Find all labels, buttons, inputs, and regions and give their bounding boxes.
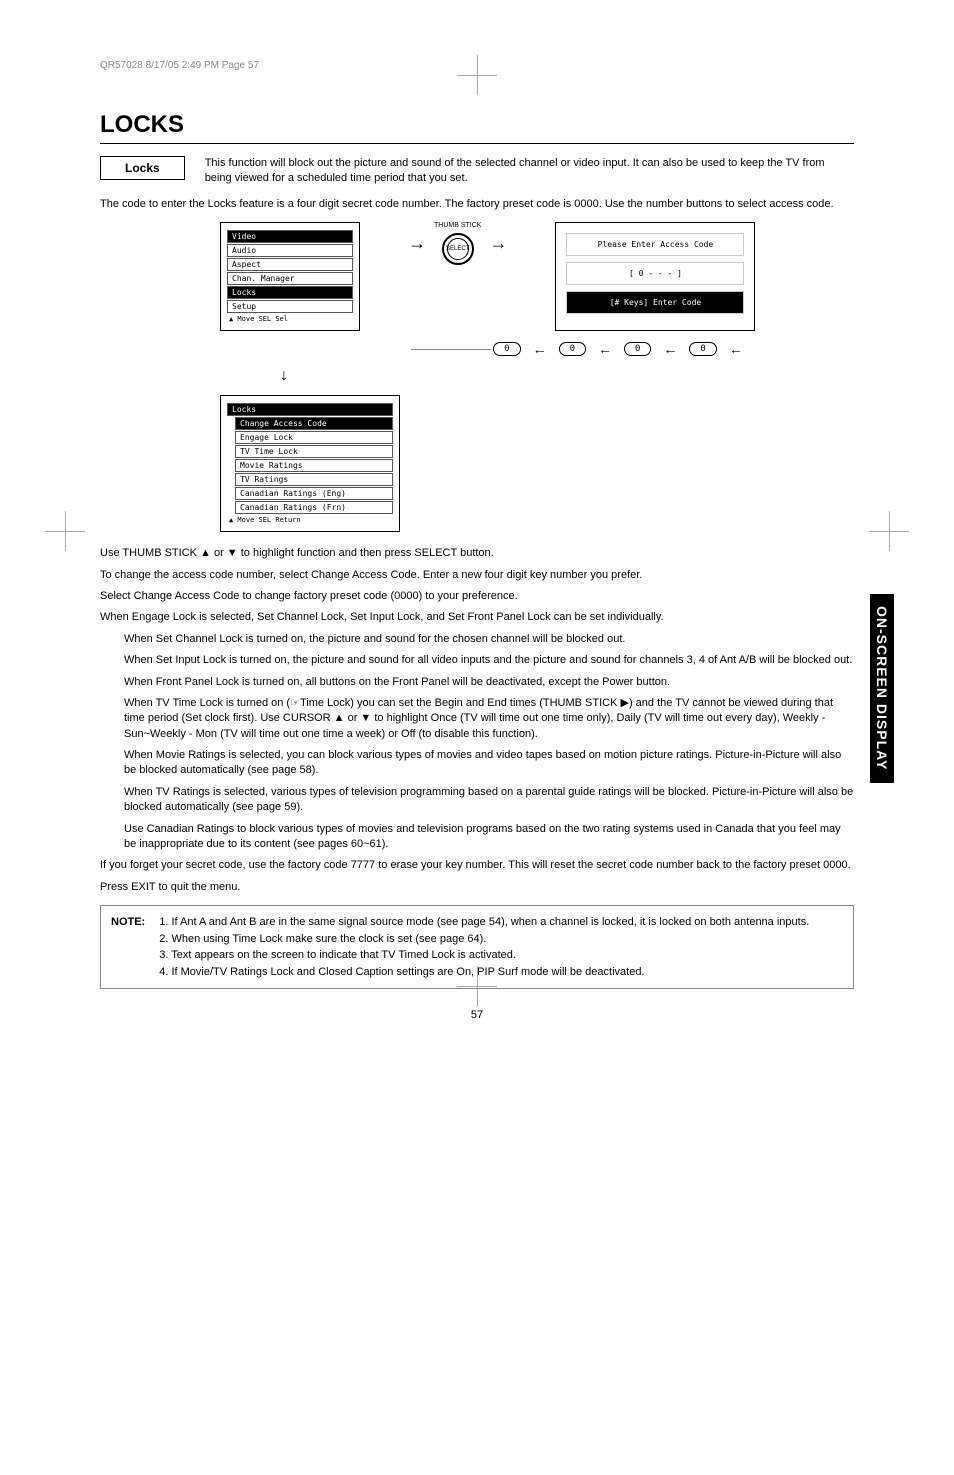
page-number: 57: [100, 1009, 854, 1021]
body-paragraph: When Front Panel Lock is turned on, all …: [124, 675, 854, 690]
body-paragraph: To change the access code number, select…: [100, 568, 854, 583]
main-menu-box: VideoAudioAspectChan. ManagerLocksSetup▲…: [220, 222, 360, 331]
arrow-right-icon: →: [489, 233, 507, 254]
connector-line: [411, 349, 491, 350]
arrow-left-icon: ←: [598, 341, 612, 357]
body-paragraph: Use THUMB STICK ▲ or ▼ to highlight func…: [100, 546, 854, 561]
note-items: 1. If Ant A and Ant B are in the same si…: [159, 914, 809, 980]
body-paragraph: Use Canadian Ratings to block various ty…: [124, 822, 854, 853]
arrow-left-icon: ←: [729, 341, 743, 357]
submenu-item: Movie Ratings: [235, 459, 393, 472]
submenu-footer: ▲ Move SEL Return: [227, 515, 393, 525]
thumb-stick-label: THUMB STICK: [434, 222, 481, 229]
digit-button-0: 0: [689, 342, 716, 356]
side-tab-label: ON-SCREEN DISPLAY: [870, 594, 894, 782]
menu-item: Locks: [227, 286, 353, 299]
submenu-item: Engage Lock: [235, 431, 393, 444]
body-paragraphs: Use THUMB STICK ▲ or ▼ to highlight func…: [100, 546, 854, 895]
body-paragraph: When Movie Ratings is selected, you can …: [124, 748, 854, 779]
note-item: 4. If Movie/TV Ratings Lock and Closed C…: [159, 964, 809, 981]
body-paragraph: When TV Time Lock is turned on (☞Time Lo…: [124, 696, 854, 742]
menu-item: Aspect: [227, 258, 353, 271]
menu-footer: ▲ Move SEL Sel: [227, 314, 353, 324]
diagram-row-2: LocksChange Access CodeEngage LockTV Tim…: [220, 395, 854, 532]
code-prompt-line3: [# Keys] Enter Code: [566, 291, 744, 314]
submenu-item: Canadian Ratings (Eng): [235, 487, 393, 500]
body-paragraph: If you forget your secret code, use the …: [100, 858, 854, 873]
submenu-item: Canadian Ratings (Frn): [235, 501, 393, 514]
digit-button-0: 0: [559, 342, 586, 356]
body-paragraph: Select Change Access Code to change fact…: [100, 589, 854, 604]
submenu-header: Locks: [227, 403, 393, 416]
note-label: NOTE:: [111, 914, 145, 980]
digit-button-0: 0: [624, 342, 651, 356]
document-header: QR57028 8/17/05 2:49 PM Page 57: [100, 60, 854, 71]
note-box: NOTE: 1. If Ant A and Ant B are in the s…: [100, 905, 854, 989]
body-paragraph: Press EXIT to quit the menu.: [100, 880, 854, 895]
arrow-left-icon: ←: [533, 341, 547, 357]
body-paragraph: When Set Input Lock is turned on, the pi…: [124, 653, 854, 668]
digit-button-0: 0: [493, 342, 520, 356]
menu-item: Video: [227, 230, 353, 243]
zero-buttons-row: 0 ← 0 ← 0 ← 0 ←: [300, 341, 854, 357]
note-item: 1. If Ant A and Ant B are in the same si…: [159, 914, 809, 931]
intro-text: The code to enter the Locks feature is a…: [100, 197, 854, 212]
menu-item: Setup: [227, 300, 353, 313]
locks-submenu-box: LocksChange Access CodeEngage LockTV Tim…: [220, 395, 400, 532]
thumb-stick: THUMB STICK SELECT: [434, 222, 481, 265]
locks-description: This function will block out the picture…: [205, 156, 854, 187]
code-prompt-line1: Please Enter Access Code: [566, 233, 744, 256]
submenu-item: TV Ratings: [235, 473, 393, 486]
code-prompt-line2: [ 0 - - - ]: [566, 262, 744, 285]
page-title: LOCKS: [100, 111, 854, 144]
submenu-item: Change Access Code: [235, 417, 393, 430]
arrow-down-icon: ↓: [280, 367, 854, 385]
locks-section-label: Locks: [100, 156, 185, 180]
diagram-row-1: VideoAudioAspectChan. ManagerLocksSetup▲…: [220, 222, 854, 331]
note-item: 3. Text appears on the screen to indicat…: [159, 947, 809, 964]
body-paragraph: When TV Ratings is selected, various typ…: [124, 785, 854, 816]
select-button-text: SELECT: [446, 246, 469, 252]
select-button-icon: SELECT: [442, 233, 474, 265]
arrow-right-icon: →: [408, 233, 426, 254]
body-paragraph: When Engage Lock is selected, Set Channe…: [100, 610, 854, 625]
menu-item: Audio: [227, 244, 353, 257]
submenu-item: TV Time Lock: [235, 445, 393, 458]
menu-item: Chan. Manager: [227, 272, 353, 285]
access-code-box: Please Enter Access Code [ 0 - - - ] [# …: [555, 222, 755, 331]
note-item: 2. When using Time Lock make sure the cl…: [159, 931, 809, 948]
body-paragraph: When Set Channel Lock is turned on, the …: [124, 632, 854, 647]
arrow-left-icon: ←: [663, 341, 677, 357]
